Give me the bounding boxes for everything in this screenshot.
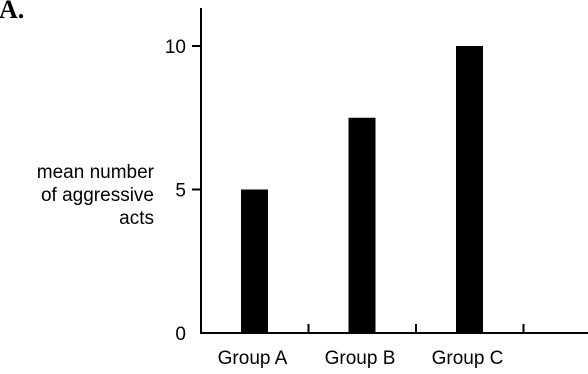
x-tick-label-group-c: Group C	[432, 348, 504, 369]
panel-label: A.	[0, 0, 24, 24]
y-axis-title-line-3: acts	[119, 208, 154, 229]
bar-group-c	[456, 46, 483, 333]
bar-group-a	[241, 189, 268, 333]
y-tick-label-5: 5	[175, 181, 186, 202]
x-tick-label-group-a: Group A	[218, 348, 288, 369]
y-tick-label-10: 10	[165, 37, 186, 58]
y-axis-title-line-1: mean number	[37, 162, 155, 183]
bar-group-b	[348, 117, 376, 333]
x-tick-label-group-b: Group B	[325, 348, 396, 369]
y-axis-title-line-2: of aggressive	[41, 185, 154, 206]
plot-area: 0 5 10 Group A Group B Group C	[165, 8, 588, 369]
y-axis-title: mean number of aggressive acts	[37, 162, 155, 229]
y-tick-label-0: 0	[175, 324, 186, 345]
